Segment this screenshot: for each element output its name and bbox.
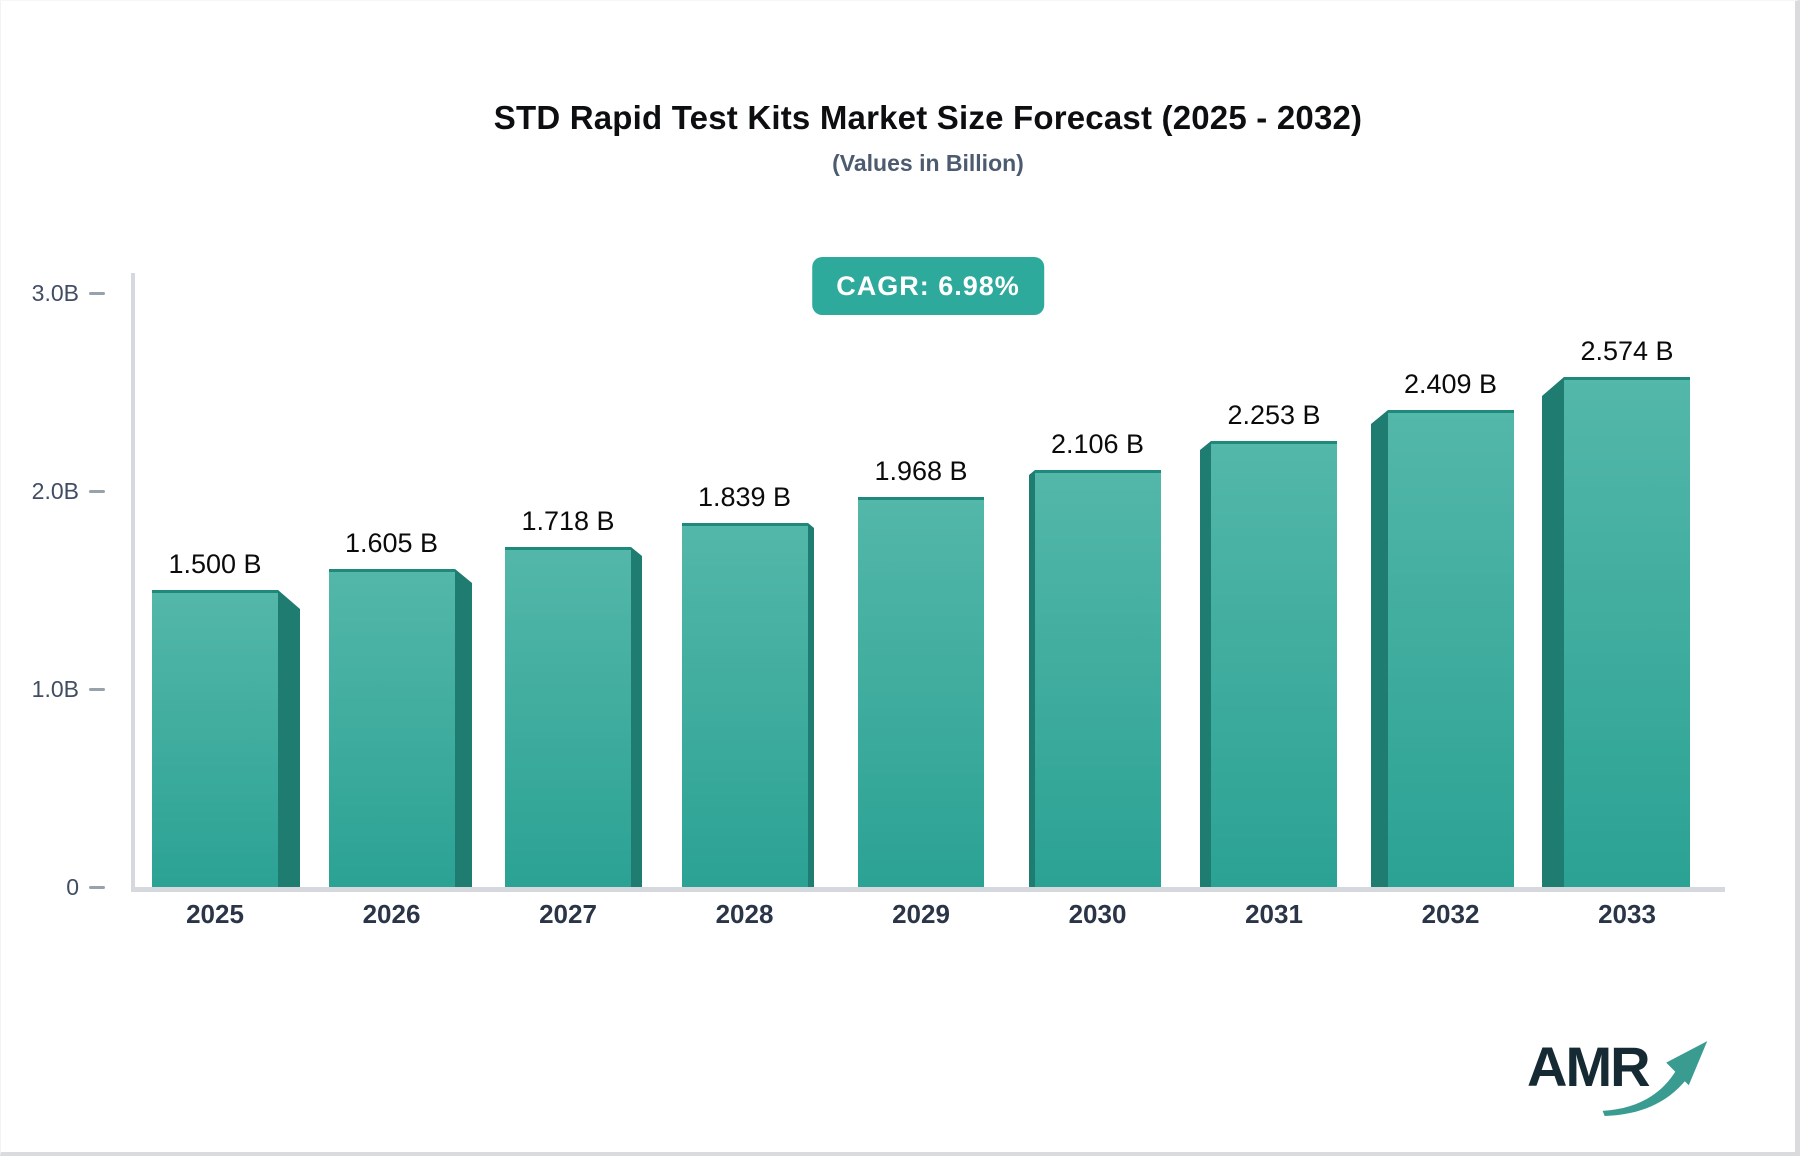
x-axis-line — [131, 887, 1725, 892]
bar-front-face — [858, 497, 984, 887]
bar-value-label: 1.500 B — [168, 549, 262, 579]
bar-value-label: 2.409 B — [1403, 369, 1498, 399]
bar-front-face — [1388, 410, 1514, 887]
x-tick-label: 2033 — [1598, 899, 1656, 929]
growth-arrow-icon — [1602, 1041, 1708, 1116]
chart-title: STD Rapid Test Kits Market Size Forecast… — [493, 99, 1363, 136]
bar-side-face — [1542, 377, 1564, 887]
x-tick-label: 2028 — [715, 899, 774, 929]
x-tick-label: 2025 — [186, 899, 244, 929]
bar-side-face — [455, 569, 472, 887]
x-tick-label: 2031 — [1245, 899, 1303, 929]
chart-subtitle: (Values in Billion) — [832, 150, 1024, 176]
amr-logo-text: AMR — [1527, 1035, 1651, 1098]
bar-front-face — [1211, 441, 1337, 887]
bar-front-face — [682, 523, 808, 887]
y-axis-line — [131, 273, 135, 892]
bar-front-face — [329, 569, 455, 887]
x-tick-label: 2032 — [1421, 899, 1480, 929]
y-tick-label: 3.0B — [31, 280, 79, 306]
bar-side-face — [278, 590, 300, 887]
y-tick-dash — [89, 490, 105, 493]
y-tick-label: 0 — [66, 874, 79, 900]
bar-side-face — [1029, 470, 1035, 887]
bar-side-face — [631, 547, 642, 887]
y-tick-label: 1.0B — [31, 676, 79, 702]
cagr-badge: CAGR: 6.98% — [812, 257, 1044, 315]
bar-value-label: 2.253 B — [1227, 400, 1321, 430]
y-tick-label: 2.0B — [31, 478, 79, 504]
bar-value-label: 1.968 B — [874, 456, 968, 486]
x-tick-label: 2027 — [539, 899, 597, 929]
bar-value-label: 1.718 B — [521, 506, 615, 536]
bar-side-face — [1371, 410, 1388, 887]
bar-value-label: 2.574 B — [1580, 336, 1674, 366]
bar-front-face — [1035, 470, 1161, 887]
amr-logo: AMR — [1521, 1031, 1731, 1121]
x-tick-label: 2026 — [362, 899, 421, 929]
bar-front-face — [1564, 377, 1690, 887]
y-tick-dash — [89, 886, 105, 889]
bar-value-label: 1.605 B — [344, 528, 439, 558]
x-tick-label: 2029 — [892, 899, 950, 929]
bar-front-face — [505, 547, 631, 887]
bar-value-label: 1.839 B — [697, 482, 792, 512]
cagr-badge-label: CAGR: 6.98% — [836, 270, 1020, 301]
y-tick-dash — [89, 688, 105, 691]
bar-value-label: 2.106 B — [1050, 429, 1145, 459]
bar-side-face — [808, 523, 814, 887]
bar-side-face — [1200, 441, 1211, 887]
y-tick-dash — [89, 292, 105, 295]
bar-front-face — [152, 590, 278, 887]
x-tick-label: 2030 — [1068, 899, 1127, 929]
